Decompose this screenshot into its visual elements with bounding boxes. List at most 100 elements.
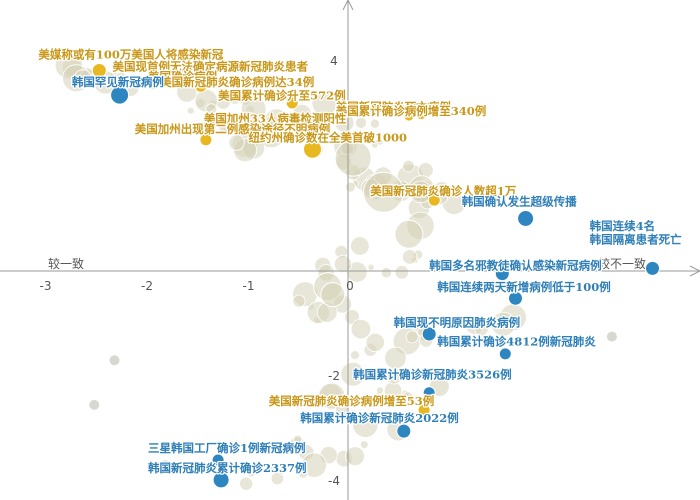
korea-data-point	[494, 266, 510, 282]
x-tick-label: 0	[346, 279, 354, 293]
usa-point-label: 美国加州出现第二例感染途径不明病例	[135, 122, 330, 136]
background-bubble	[367, 263, 375, 271]
usa-point-label: 美国新冠肺炎确诊人数超1万	[370, 184, 517, 198]
korea-point-label: 韩国连续两天新增病例低于100例	[437, 280, 611, 294]
background-bubble	[394, 265, 410, 280]
y-tick-label: -2	[328, 369, 340, 383]
korea-data-point	[508, 290, 523, 306]
usa-data-point	[184, 73, 198, 87]
usa-point-label: 美国累计确诊升至572例	[218, 88, 346, 102]
background-bubble	[340, 361, 366, 387]
x-tick-label: -3	[40, 279, 52, 293]
background-bubble	[405, 330, 419, 344]
x-tick-label: -2	[141, 279, 153, 293]
background-bubble	[365, 332, 385, 352]
korea-point-label: 韩国累计确诊新冠肺炎3526例	[353, 368, 512, 382]
y-tick-label: 4	[330, 54, 338, 68]
background-bubble	[217, 114, 237, 134]
korea-point-label: 韩国累计确诊新冠肺炎2022例	[300, 411, 459, 425]
background-bubble	[490, 311, 516, 337]
korea-point-label: 韩国现不明原因肺炎病例	[394, 316, 521, 330]
korea-data-point	[645, 260, 660, 276]
background-bubble	[308, 116, 331, 140]
background-bubble	[205, 103, 218, 116]
background-bubble	[293, 434, 303, 444]
background-bubble	[606, 331, 617, 342]
tick-labels: -3 -2 -1 0 1 2 4 -2 -4	[40, 54, 557, 488]
usa-point-label: 美媒称或有100万美国人将感染新冠	[38, 47, 224, 61]
point-labels: 美媒称或有100万美国人将感染新冠美国现首例无法确定病源新冠肺炎患者美国确诊病例…	[37, 46, 683, 476]
usa-data-point	[414, 107, 428, 120]
y-axis-arrow-left	[342, 0, 349, 11]
background-bubble	[73, 69, 93, 89]
background-bubble	[311, 90, 338, 116]
usa-point-label: 美国确诊病例	[148, 69, 217, 83]
background-bubble	[186, 106, 195, 115]
background-bubble	[228, 92, 241, 105]
korea-data-point	[498, 347, 512, 361]
usa-data-point	[199, 133, 213, 147]
x-axis-arrow-upper	[689, 265, 700, 272]
korea-data-point	[517, 210, 535, 227]
korea-point-label: 三星韩国工厂确诊1例新冠病例	[148, 441, 306, 455]
usa-point-label: 纽约州确诊数在全美首破1000	[249, 130, 408, 144]
x-tick-label: 2	[549, 279, 557, 293]
background-bubble	[89, 399, 100, 410]
usa-data-point	[91, 63, 107, 78]
background-bubble	[345, 446, 365, 467]
y-axis-arrow-right	[347, 0, 354, 11]
background-bubble	[355, 117, 367, 129]
background-bubble	[268, 463, 277, 471]
korea-data-point	[211, 453, 225, 467]
korea-point-label: 韩国多名邪教徒确认感染新冠病例	[429, 258, 602, 272]
background-bubble	[401, 391, 414, 404]
background-bubble	[363, 171, 405, 213]
background-bubble	[350, 318, 372, 340]
x-axis-arrow-lower	[689, 270, 700, 277]
usa-data-point	[303, 139, 322, 159]
x-tick-label: -1	[243, 279, 255, 293]
y-tick-label: -4	[328, 474, 340, 488]
background-bubble	[369, 118, 380, 129]
usa-point-label: 美国加州33人病毒检测阳性	[204, 111, 347, 125]
usa-data-point	[194, 79, 208, 93]
background-bubble	[334, 139, 372, 177]
background-bubble	[301, 452, 327, 478]
korea-data-point	[110, 85, 130, 105]
korea-point-label: 韩国隔离患者死亡	[590, 233, 682, 247]
background-bubble	[115, 71, 126, 83]
korea-point-label: 韩国确认发生超级传播	[462, 194, 577, 208]
korea-data-point	[421, 326, 437, 342]
background-bubble	[350, 350, 360, 361]
korea-point-label: 韩国累计确诊4812例新冠肺炎	[437, 335, 596, 349]
background-bubble	[298, 468, 309, 479]
usa-data-point	[417, 403, 431, 417]
background-bubble	[320, 282, 346, 308]
usa-data-point	[427, 193, 441, 207]
usa-point-label: 美国现首例无法确定病源新冠肺炎患者	[113, 60, 309, 74]
background-bubble	[147, 78, 160, 91]
background-bubbles	[54, 51, 617, 491]
korea-point-label: 韩国罕见新冠病例	[72, 75, 164, 89]
korea-point-label: 韩国连续4名	[590, 219, 656, 233]
background-bubble	[384, 346, 407, 370]
axis-left-label: 较一致	[48, 256, 84, 271]
background-bubble	[228, 134, 245, 151]
usa-data-point	[285, 96, 299, 110]
background-bubble	[352, 411, 379, 438]
background-bubble	[394, 219, 424, 249]
korea-data-point	[422, 386, 436, 400]
korea-data-point	[212, 471, 230, 489]
background-bubble	[334, 400, 350, 416]
background-bubble	[109, 355, 120, 366]
background-bubble	[247, 469, 256, 478]
background-bubble	[402, 159, 415, 173]
background-bubble	[277, 467, 285, 475]
usa-point-label: 美国新冠肺炎死亡病例	[336, 100, 451, 114]
background-bubble	[334, 112, 355, 133]
background-bubble	[359, 440, 369, 450]
background-bubble	[474, 319, 484, 329]
usa-point-label: 美国累计确诊病例增至340例	[336, 104, 487, 118]
usa-point-label: 美国新冠肺炎确诊病例增至53例	[269, 394, 435, 408]
